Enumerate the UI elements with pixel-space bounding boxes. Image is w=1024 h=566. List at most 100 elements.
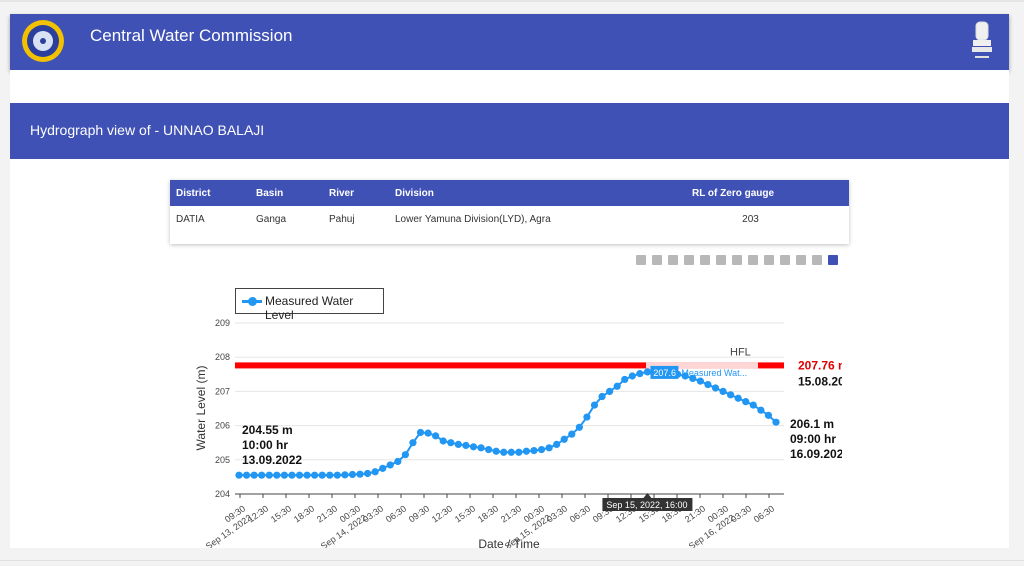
hover-value-text: 207.6 bbox=[653, 368, 676, 378]
data-point[interactable] bbox=[772, 418, 780, 426]
data-point[interactable] bbox=[295, 471, 304, 479]
data-point[interactable] bbox=[537, 445, 546, 454]
data-point[interactable] bbox=[515, 448, 523, 456]
data-point[interactable] bbox=[545, 444, 553, 452]
column-header-division: Division bbox=[389, 180, 686, 206]
data-point[interactable] bbox=[318, 471, 326, 479]
data-point[interactable] bbox=[235, 471, 243, 479]
data-point[interactable] bbox=[613, 382, 621, 390]
home-icon[interactable] bbox=[764, 255, 774, 265]
data-point[interactable] bbox=[477, 444, 485, 452]
data-point[interactable] bbox=[462, 441, 470, 450]
data-point[interactable] bbox=[386, 461, 394, 469]
data-point[interactable] bbox=[696, 377, 704, 385]
x-tick-label: 18:30 bbox=[292, 503, 316, 524]
data-point[interactable] bbox=[553, 440, 561, 449]
data-point[interactable] bbox=[575, 423, 583, 431]
hydrograph-plot: 204 205 206 207 208 209 09:30Sep 13, 2022 12:3… bbox=[178, 250, 842, 548]
data-point[interactable] bbox=[333, 471, 341, 479]
data-point[interactable] bbox=[560, 435, 568, 443]
data-point[interactable] bbox=[727, 391, 735, 399]
data-point[interactable] bbox=[492, 447, 500, 455]
spike-lines-icon[interactable] bbox=[780, 255, 790, 265]
data-point[interactable] bbox=[568, 430, 576, 438]
data-point[interactable] bbox=[311, 471, 319, 479]
camera-icon[interactable] bbox=[636, 255, 646, 265]
data-point[interactable] bbox=[371, 468, 379, 476]
data-point[interactable] bbox=[704, 380, 712, 389]
data-point[interactable] bbox=[416, 428, 425, 437]
table-row: DATIA Ganga Pahuj Lower Yamuna Division(… bbox=[170, 206, 849, 232]
data-point[interactable] bbox=[363, 469, 372, 478]
plotly-logo-icon[interactable] bbox=[828, 255, 838, 265]
y-axis-label: Water Level (m) bbox=[194, 366, 208, 451]
data-point[interactable] bbox=[379, 464, 387, 472]
data-point[interactable] bbox=[265, 471, 273, 479]
station-info-table: District Basin River Division RL of Zero… bbox=[170, 180, 849, 232]
box-select-icon[interactable] bbox=[684, 255, 694, 265]
data-point[interactable] bbox=[711, 384, 720, 392]
data-point[interactable] bbox=[447, 439, 455, 447]
data-point[interactable] bbox=[454, 440, 462, 449]
data-point[interactable] bbox=[356, 470, 364, 478]
data-point[interactable] bbox=[273, 471, 281, 479]
data-point[interactable] bbox=[628, 372, 636, 380]
column-header-basin: Basin bbox=[250, 180, 323, 206]
pan-icon[interactable] bbox=[668, 255, 678, 265]
cell-basin: Ganga bbox=[256, 213, 287, 225]
data-point[interactable] bbox=[522, 447, 531, 455]
data-point[interactable] bbox=[606, 387, 614, 395]
data-point[interactable] bbox=[484, 445, 493, 454]
cell-river: Pahuj bbox=[329, 213, 355, 225]
data-point[interactable] bbox=[432, 432, 440, 440]
data-point[interactable] bbox=[734, 394, 742, 402]
zoom-out-icon[interactable] bbox=[732, 255, 742, 265]
data-point[interactable] bbox=[341, 471, 349, 479]
app-header: Central Water Commission bbox=[10, 14, 1009, 70]
data-point[interactable] bbox=[583, 413, 591, 421]
data-point[interactable] bbox=[757, 406, 765, 414]
data-point[interactable] bbox=[500, 448, 508, 456]
data-point[interactable] bbox=[250, 471, 258, 479]
data-point[interactable] bbox=[288, 471, 296, 479]
autoscale-icon[interactable] bbox=[748, 255, 758, 265]
chart-legend[interactable]: Measured Water Level bbox=[235, 288, 384, 322]
hover-compare-icon[interactable] bbox=[812, 255, 822, 265]
data-point[interactable] bbox=[280, 471, 288, 479]
zoom-in-icon[interactable] bbox=[716, 255, 726, 265]
data-point[interactable] bbox=[303, 471, 311, 479]
data-point[interactable] bbox=[401, 451, 409, 459]
lasso-icon[interactable] bbox=[700, 255, 710, 265]
x-tick-label: 09:30 bbox=[407, 503, 431, 524]
data-point[interactable] bbox=[598, 392, 606, 401]
data-point[interactable] bbox=[424, 429, 432, 437]
annotation-text: 206.1 m bbox=[790, 417, 834, 431]
hover-closest-icon[interactable] bbox=[796, 255, 806, 265]
data-point[interactable] bbox=[409, 439, 417, 447]
data-point[interactable] bbox=[394, 457, 402, 466]
data-point[interactable] bbox=[326, 471, 334, 479]
data-point[interactable] bbox=[689, 374, 697, 383]
data-point[interactable] bbox=[258, 471, 266, 479]
zoom-icon[interactable] bbox=[652, 255, 662, 265]
column-header-district: District bbox=[170, 180, 250, 206]
data-point[interactable] bbox=[749, 401, 757, 409]
data-point[interactable] bbox=[764, 411, 773, 419]
data-point[interactable] bbox=[507, 448, 515, 456]
data-point[interactable] bbox=[681, 372, 689, 380]
page-title: Hydrograph view of - UNNAO BALAJI bbox=[30, 122, 265, 138]
data-point[interactable] bbox=[636, 370, 644, 378]
data-point[interactable] bbox=[348, 470, 357, 479]
data-point[interactable] bbox=[530, 446, 538, 455]
y-tick-label: 207 bbox=[215, 386, 230, 396]
data-point[interactable] bbox=[643, 368, 652, 376]
data-point[interactable] bbox=[621, 375, 629, 384]
data-point[interactable] bbox=[590, 401, 599, 409]
data-point[interactable] bbox=[469, 443, 478, 451]
data-point[interactable] bbox=[719, 387, 727, 395]
x-tick-label: 09:30Sep 13, 2022 bbox=[198, 503, 254, 548]
data-point[interactable] bbox=[439, 437, 447, 445]
data-point[interactable] bbox=[242, 471, 251, 479]
column-header-river: River bbox=[323, 180, 389, 206]
data-point[interactable] bbox=[742, 398, 750, 406]
